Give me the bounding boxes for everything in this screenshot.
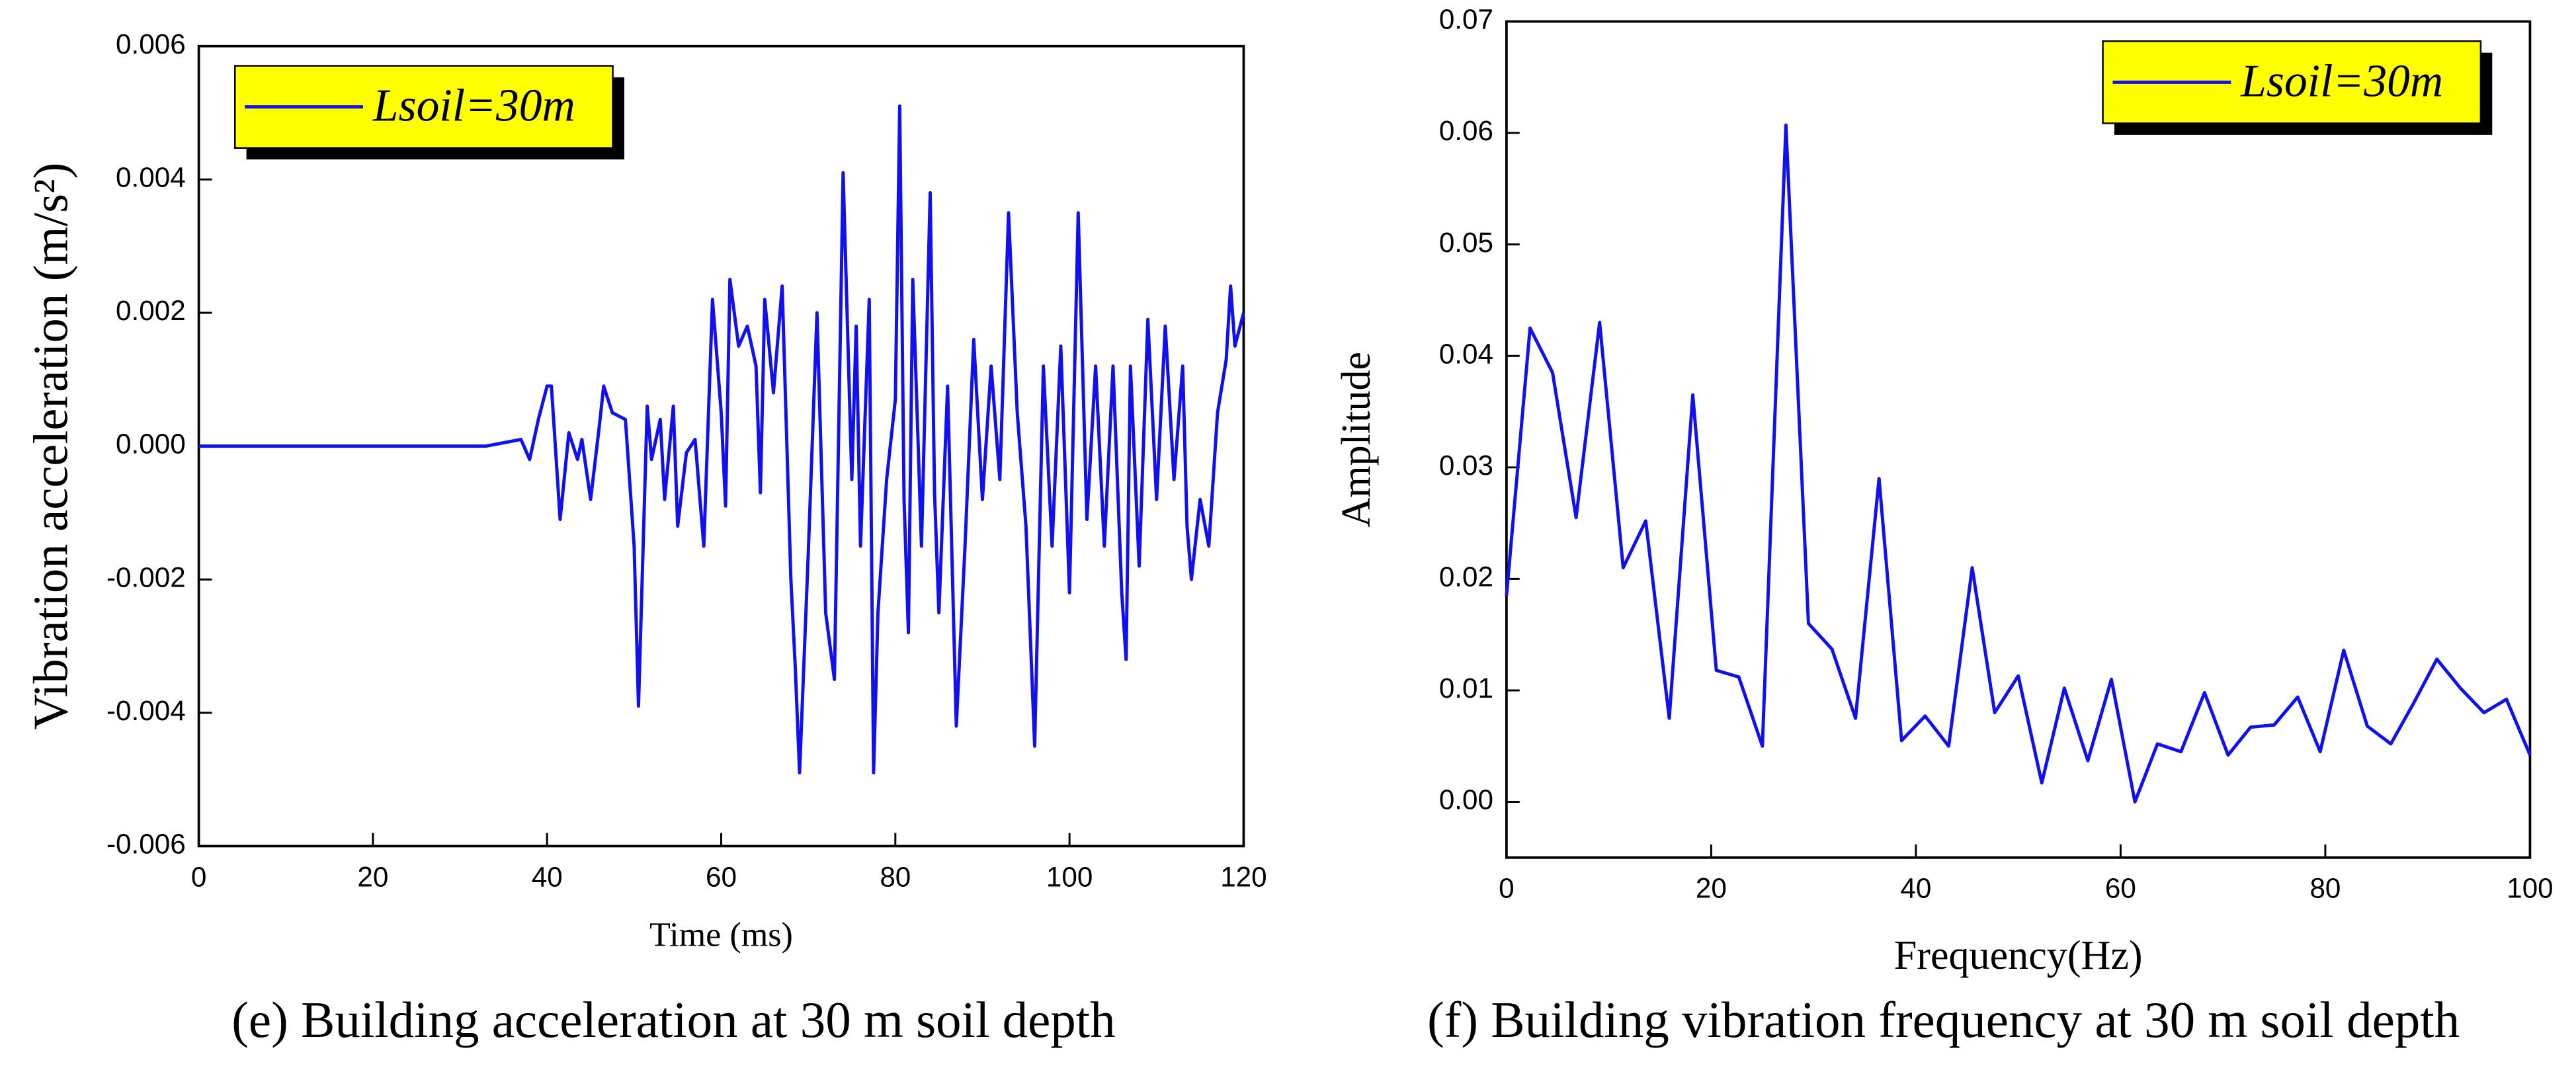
y-tick-label: 0.04	[1439, 338, 1493, 369]
y-tick-label: 0.06	[1439, 115, 1493, 146]
y-tick-label: -0.004	[106, 695, 186, 726]
x-tick-label: 100	[2507, 873, 2553, 904]
x-tick-label: 60	[706, 861, 737, 892]
x-tick-label: 120	[1220, 861, 1267, 892]
x-tick-label: 20	[1696, 873, 1727, 904]
caption: (f) Building vibration frequency at 30 m…	[1427, 991, 2460, 1048]
y-tick-label: 0.07	[1439, 4, 1493, 35]
x-tick-label: 100	[1046, 861, 1093, 892]
legend-label: Lsoil=30m	[2240, 56, 2443, 106]
x-tick-label: 0	[1499, 873, 1514, 904]
x-tick-label: 40	[1900, 873, 1931, 904]
y-tick-label: 0.01	[1439, 673, 1493, 704]
y-tick-label: 0.004	[116, 162, 186, 193]
y-tick-label: 0.00	[1439, 784, 1493, 815]
caption: (e) Building acceleration at 30 m soil d…	[231, 991, 1115, 1048]
x-tick-label: 80	[880, 861, 911, 892]
legend-box	[2102, 40, 2482, 124]
plot-frame	[1505, 20, 2532, 859]
x-tick-label: 60	[2105, 873, 2136, 904]
y-tick-label: -0.006	[106, 829, 186, 860]
x-tick-label: 40	[532, 861, 563, 892]
y-tick-label: 0.002	[116, 295, 186, 326]
x-tick-label: 80	[2309, 873, 2341, 904]
y-tick-label: 0.006	[116, 28, 186, 60]
x-tick-label: 0	[191, 861, 206, 892]
y-axis-label: Vibration acceleration (m/s²)	[24, 163, 79, 730]
legend-label: Lsoil=30m	[372, 81, 575, 132]
y-tick-label: 0.03	[1439, 450, 1493, 481]
x-axis-label: Frequency(Hz)	[1894, 933, 2143, 978]
data-line	[198, 104, 1245, 775]
y-axis-label: Amplitude	[1334, 352, 1379, 528]
data-line	[1505, 123, 2532, 804]
y-tick-label: 0.05	[1439, 227, 1493, 258]
x-axis-label: Time (ms)	[649, 917, 793, 954]
y-tick-label: -0.002	[106, 561, 186, 593]
y-tick-label: 0.02	[1439, 561, 1493, 593]
x-tick-label: 20	[357, 861, 388, 892]
y-tick-label: 0.000	[116, 429, 186, 460]
